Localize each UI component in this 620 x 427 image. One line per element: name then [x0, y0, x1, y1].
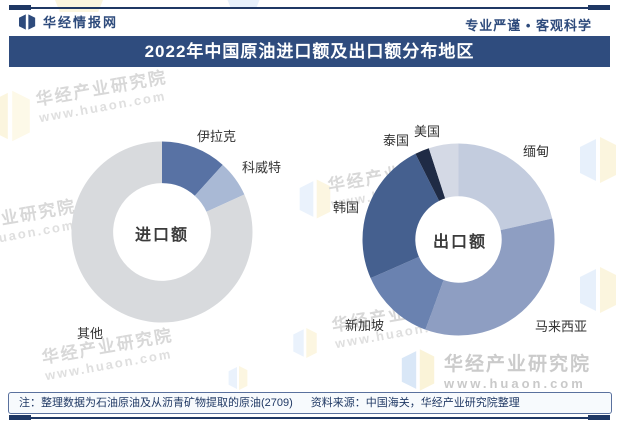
export-donut-chart	[362, 143, 555, 336]
huaon-logo-watermark-shape	[227, 0, 260, 8]
label-malaysia: 马来西亚	[535, 319, 588, 334]
huaon-logo-watermark-shape	[55, 0, 103, 12]
footer-note: 注：整理数据为石油原油及从沥青矿物提取的原油(2709)	[19, 397, 293, 409]
label-south-korea: 韩国	[333, 200, 360, 215]
export-center-label: 出口额	[432, 234, 488, 251]
import-donut-chart	[71, 141, 253, 323]
watermark-url: www.huaon.com	[444, 376, 586, 391]
page-title: 2022年中国原油进口额及出口额分布地区	[9, 36, 610, 67]
import-slice-0	[162, 141, 223, 196]
import-center-label: 进口额	[134, 227, 190, 244]
huaon-logo-watermark-shape	[580, 267, 616, 313]
watermark-brand-bottom-right: 华经产业研究院 www.huaon.com	[400, 348, 591, 392]
import-slice-2	[71, 141, 253, 323]
watermark-text: 华经产业研究院 www.huaon.com	[40, 321, 178, 384]
import-slice-1	[194, 164, 245, 212]
export-slice-5	[428, 143, 459, 199]
huaon-logo-watermark-shape	[299, 179, 331, 219]
bottom-rule	[9, 417, 610, 419]
huaon-logo-watermark-shape	[228, 366, 248, 390]
huaon-logo-watermark-shape	[293, 328, 317, 358]
footer-source: 资料来源：中国海关，华经产业研究院整理	[310, 397, 520, 409]
brand-header: 华经情报网	[19, 12, 118, 31]
huaon-logo-icon	[401, 349, 435, 391]
export-slice-0	[458, 143, 553, 231]
label-iraq: 伊拉克	[197, 129, 237, 144]
label-kuwait: 科威特	[242, 160, 282, 175]
slogan-text: 专业严谨 • 客观科学	[465, 18, 592, 33]
export-slice-4	[415, 148, 446, 201]
footer-note-bar: 注：整理数据为石油原油及从沥青矿物提取的原油(2709) 资料来源：中国海关，华经…	[8, 392, 612, 414]
top-rule-cap-left	[9, 5, 31, 10]
label-thailand: 泰国	[383, 133, 410, 148]
label-myanmar: 缅甸	[523, 144, 550, 159]
label-singapore: 新加坡	[345, 318, 385, 333]
export-slice-3	[362, 153, 440, 279]
huaon-logo-watermark-shape	[580, 137, 616, 183]
label-usa: 美国	[414, 124, 441, 139]
watermark-text: 华经产业研究院 www.huaon.com	[0, 192, 80, 255]
watermark-cn: 华经产业研究院	[444, 354, 592, 375]
watermark-text: 华经产业研究院 www.huaon.com	[34, 63, 172, 126]
bottom-rule-cap-left	[9, 415, 31, 420]
top-rule-cap-right	[588, 5, 610, 10]
top-rule	[9, 7, 610, 9]
bottom-rule-cap-right	[588, 415, 610, 420]
huaon-logo-watermark-shape	[0, 90, 30, 142]
label-others: 其他	[77, 326, 104, 341]
export-slice-1	[425, 218, 555, 336]
export-slice-2	[370, 256, 444, 330]
book-logo-icon	[19, 13, 36, 30]
brand-name: 华经情报网	[43, 15, 119, 30]
